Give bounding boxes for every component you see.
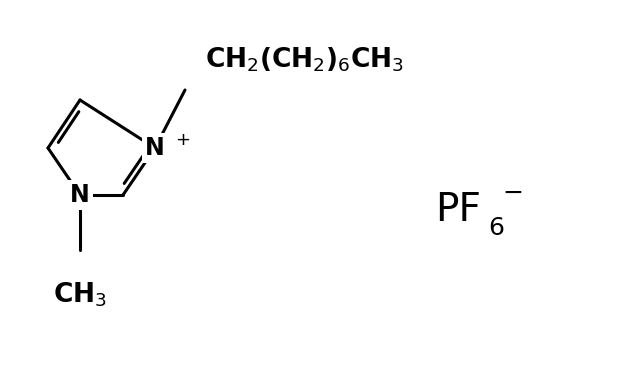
- Text: −: −: [502, 181, 523, 205]
- Text: 6: 6: [488, 216, 504, 240]
- Text: N: N: [145, 136, 165, 160]
- Text: N: N: [70, 183, 90, 207]
- Text: CH$_3$: CH$_3$: [53, 281, 107, 309]
- Text: PF: PF: [435, 191, 481, 229]
- Text: CH$_2$(CH$_2$)$_6$CH$_3$: CH$_2$(CH$_2$)$_6$CH$_3$: [205, 46, 404, 74]
- Text: +: +: [175, 131, 191, 149]
